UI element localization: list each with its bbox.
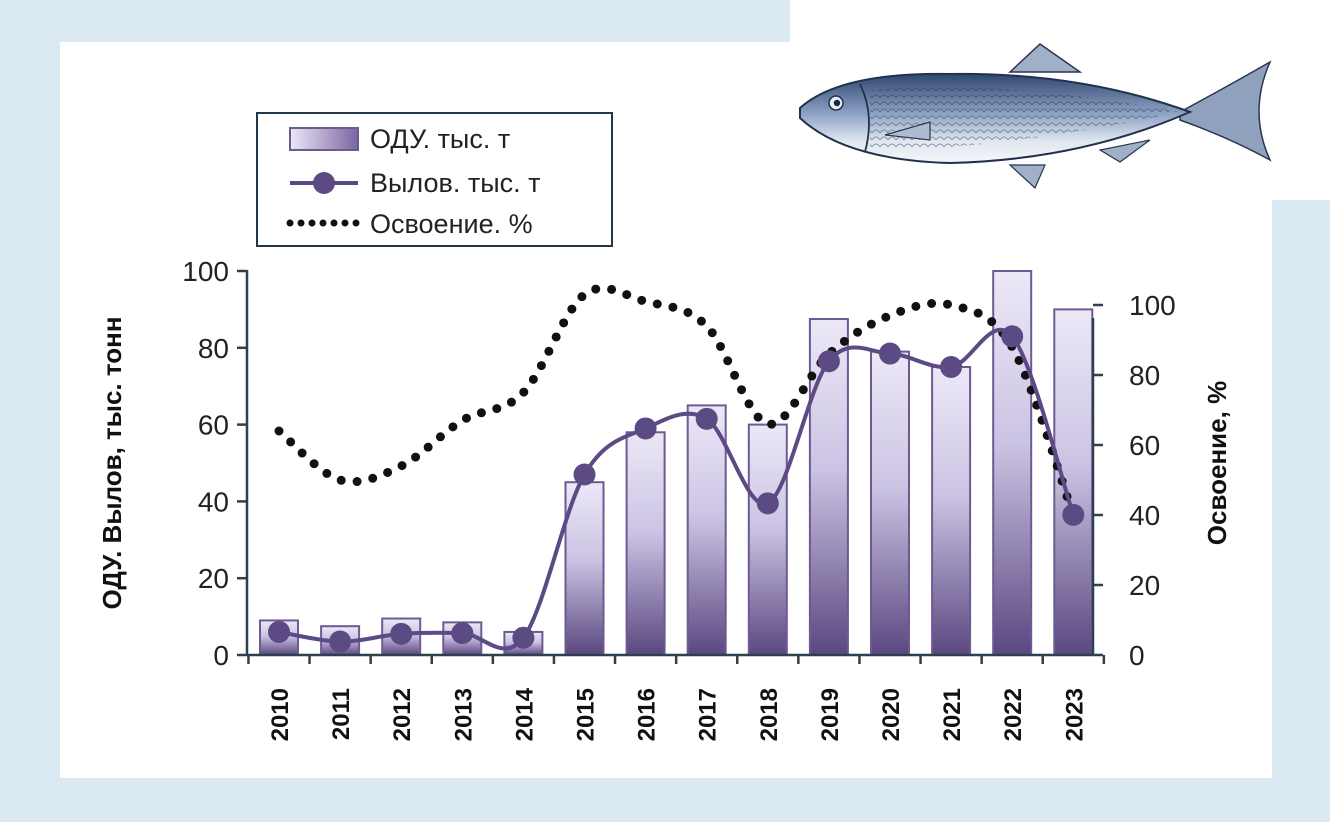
- x-tick-label-2014: 2014: [511, 687, 538, 741]
- bar-quota-2017: [686, 404, 727, 656]
- y2-axis-title: Освоение, %: [1202, 381, 1232, 545]
- bar-quota-2015: [564, 481, 605, 657]
- y2-tick-label-100: 100: [1129, 290, 1176, 321]
- bar-quota-2018: [747, 423, 788, 656]
- y-tick-label-100: 100: [182, 256, 229, 287]
- y2-tick-label-20: 20: [1129, 570, 1160, 601]
- legend-label-quota: ОДУ. тыс. т: [370, 124, 510, 154]
- bar-quota-2020: [870, 350, 910, 656]
- catch-marker-2011: [329, 630, 352, 653]
- bar-quota-2016: [625, 431, 666, 656]
- catch-marker-2016: [634, 417, 657, 440]
- y2-tick-label-0: 0: [1129, 640, 1145, 671]
- y-tick-label-60: 60: [198, 410, 229, 441]
- legend-swatch-quota: [289, 127, 359, 151]
- legend-label-util: Освоение. %: [370, 209, 533, 239]
- catch-marker-2020: [879, 342, 901, 365]
- catch-marker-2023: [1062, 503, 1085, 526]
- catch-marker-2021: [940, 356, 963, 378]
- legend-label-catch: Вылов. тыс. т: [370, 168, 540, 198]
- catch-marker-2013: [451, 622, 474, 645]
- x-tick-label-2018: 2018: [756, 688, 783, 741]
- x-tick-label-2017: 2017: [695, 688, 722, 741]
- catch-marker-2019: [817, 350, 840, 373]
- catch-marker-2015: [573, 463, 596, 486]
- x-tick-label-2023: 2023: [1061, 688, 1088, 741]
- x-tick-label-2020: 2020: [878, 688, 905, 741]
- x-tick-label-2013: 2013: [450, 688, 477, 741]
- x-tick-label-2021: 2021: [939, 688, 966, 741]
- x-tick-label-2015: 2015: [573, 688, 600, 741]
- catch-marker-2014: [512, 626, 535, 649]
- y-axis-title: ОДУ. Вылов, тыс. тонн: [97, 316, 127, 609]
- plot-area: 0 20 40 60 80 100 0 20 40 60 80 100 2010 2011 2012 2013…: [182, 256, 1175, 741]
- catch-marker-2010: [268, 620, 290, 643]
- y2-tick-label-40: 40: [1129, 500, 1160, 531]
- y-tick-label-80: 80: [198, 333, 229, 364]
- x-tick-label-2022: 2022: [1000, 688, 1027, 741]
- y-tick-label-20: 20: [198, 563, 229, 594]
- x-tick-label-2019: 2019: [817, 688, 844, 741]
- catch-marker-2017: [695, 407, 718, 430]
- legend: ОДУ. тыс. т Вылов. тыс. т Освоение. %: [256, 112, 613, 247]
- x-tick-label-2011: 2011: [328, 688, 355, 740]
- catch-marker-2022: [1001, 325, 1024, 348]
- y2-tick-label-60: 60: [1129, 430, 1160, 461]
- y2-tick-label-80: 80: [1129, 360, 1160, 391]
- x-tick-label-2012: 2012: [389, 688, 416, 741]
- fish-illustration: [799, 43, 1272, 190]
- y-tick-label-0: 0: [213, 640, 229, 671]
- catch-marker-2018: [756, 492, 779, 515]
- x-tick-label-2016: 2016: [634, 688, 661, 741]
- y-tick-label-40: 40: [198, 486, 229, 517]
- x-tick-label-2010: 2010: [267, 688, 294, 741]
- catch-marker-2012: [390, 622, 413, 645]
- bar-quota-2021: [931, 366, 972, 656]
- legend-swatch-catch-marker: [313, 172, 335, 194]
